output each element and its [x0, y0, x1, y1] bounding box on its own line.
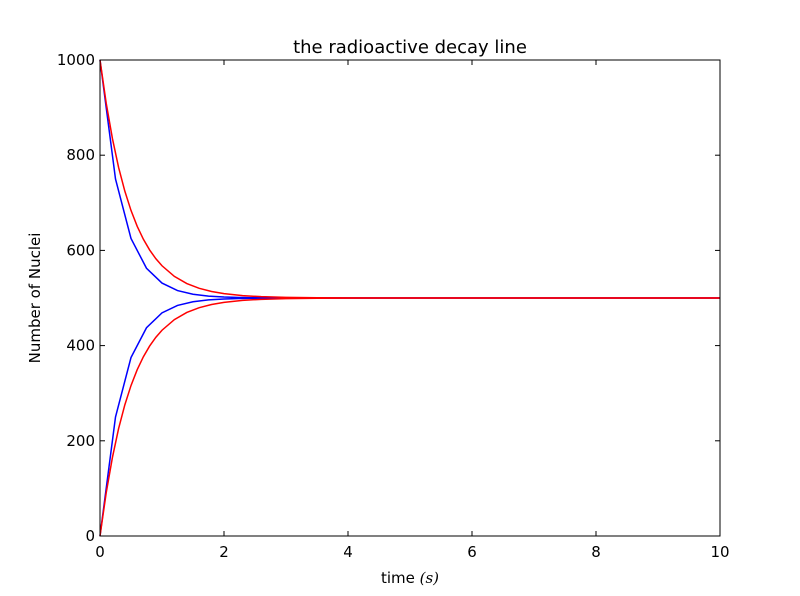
x-axis-label: time (s) — [381, 569, 439, 587]
y-axis-label: Number of Nuclei — [26, 233, 44, 364]
series-line-4 — [99, 297, 720, 537]
chart-title: the radioactive decay line — [293, 37, 527, 58]
y-tick-label: 1000 — [57, 51, 95, 69]
x-tick-label: 0 — [95, 543, 105, 561]
x-tick-label: 8 — [591, 543, 601, 561]
x-axis-label-unit: (s) — [420, 569, 440, 587]
x-tick-label: 6 — [467, 543, 477, 561]
x-tick-label: 4 — [343, 543, 353, 561]
y-tick-label: 800 — [66, 146, 95, 164]
y-tick-label: 600 — [66, 241, 95, 259]
x-tick-label: 2 — [219, 543, 229, 561]
series-layer — [99, 59, 720, 537]
y-tick-label: 0 — [85, 527, 95, 545]
x-axis-label-text: time — [381, 569, 420, 587]
y-tick-label: 200 — [66, 432, 95, 450]
x-tick-label: 10 — [710, 543, 729, 561]
y-tick-label: 400 — [66, 337, 95, 355]
plot-frame — [99, 59, 721, 537]
